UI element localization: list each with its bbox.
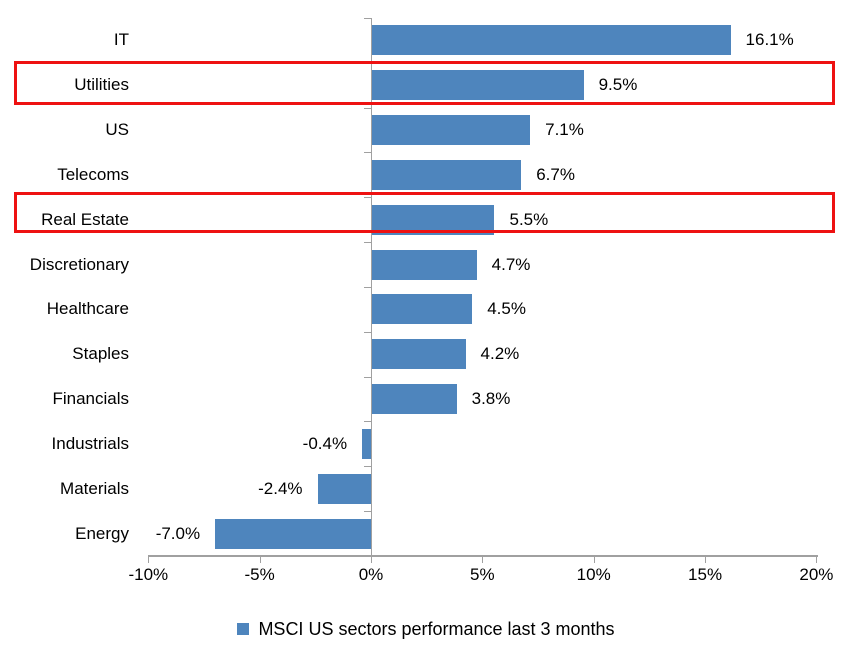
bar <box>317 473 371 504</box>
y-axis-line <box>371 18 372 557</box>
x-axis-tick <box>259 557 261 563</box>
category-label: Utilities <box>74 75 129 95</box>
data-label: -2.4% <box>258 478 303 498</box>
y-axis-tick <box>364 286 371 288</box>
y-axis-tick <box>364 107 371 109</box>
x-tick-label: -10% <box>128 565 169 584</box>
category-label: Real Estate <box>41 209 129 229</box>
y-axis-tick <box>364 197 371 199</box>
x-axis-tick <box>816 557 818 563</box>
data-label: -7.0% <box>155 523 201 543</box>
data-label: 3.8% <box>471 389 511 409</box>
bar <box>372 70 584 101</box>
data-label: 7.1% <box>545 120 584 140</box>
x-axis-line <box>148 555 819 557</box>
x-tick-label: 20% <box>799 565 834 584</box>
y-axis-tick <box>364 242 371 244</box>
y-axis-tick <box>364 18 371 19</box>
bar <box>372 339 466 370</box>
y-axis-tick <box>364 466 371 468</box>
y-axis-tick <box>364 421 371 423</box>
x-tick-label: 10% <box>576 565 611 584</box>
x-axis-tick <box>148 557 150 563</box>
x-tick-label: -5% <box>244 565 275 584</box>
y-axis-tick <box>364 152 371 154</box>
y-axis-tick <box>364 511 371 513</box>
x-axis-tick <box>371 557 372 563</box>
bar <box>372 249 477 280</box>
bar <box>372 115 531 146</box>
bar <box>372 204 495 235</box>
legend-marker-square <box>237 623 250 635</box>
y-axis-tick <box>364 376 371 378</box>
bar <box>372 159 522 190</box>
data-label: 16.1% <box>745 30 794 50</box>
highlight-box-utilities <box>14 61 835 105</box>
legend: MSCI US sectors performance last 3 month… <box>0 614 852 644</box>
data-label: 4.2% <box>480 344 520 364</box>
x-axis-tick <box>593 557 595 563</box>
category-label: Discretionary <box>29 254 129 274</box>
x-tick-label: 0% <box>358 565 384 584</box>
bar <box>372 384 457 415</box>
data-label: -0.4% <box>302 433 348 453</box>
legend-label: MSCI US sectors performance last 3 month… <box>258 618 615 639</box>
data-label: 6.7% <box>536 164 575 184</box>
category-label: US <box>105 120 129 140</box>
x-tick-label: 15% <box>688 565 723 584</box>
category-label: Financials <box>52 389 129 409</box>
category-label: Healthcare <box>46 299 129 319</box>
data-label: 4.7% <box>491 254 531 274</box>
bar <box>372 294 473 325</box>
y-axis-tick <box>364 331 371 333</box>
category-label: Industrials <box>51 433 129 453</box>
x-axis-tick <box>705 557 707 563</box>
x-axis-tick <box>482 557 484 563</box>
bar <box>215 518 371 549</box>
bar <box>372 25 731 56</box>
bar <box>362 428 371 459</box>
category-label: Materials <box>60 478 129 498</box>
category-label: Energy <box>75 523 129 543</box>
category-label: Staples <box>72 344 129 364</box>
category-label: Telecoms <box>57 164 129 184</box>
category-label: IT <box>113 30 129 50</box>
data-label: 5.5% <box>509 209 549 229</box>
data-label: 9.5% <box>598 75 638 95</box>
x-tick-label: 5% <box>470 565 495 584</box>
highlight-box-real-estate <box>14 192 835 233</box>
data-label: 4.5% <box>487 299 526 319</box>
